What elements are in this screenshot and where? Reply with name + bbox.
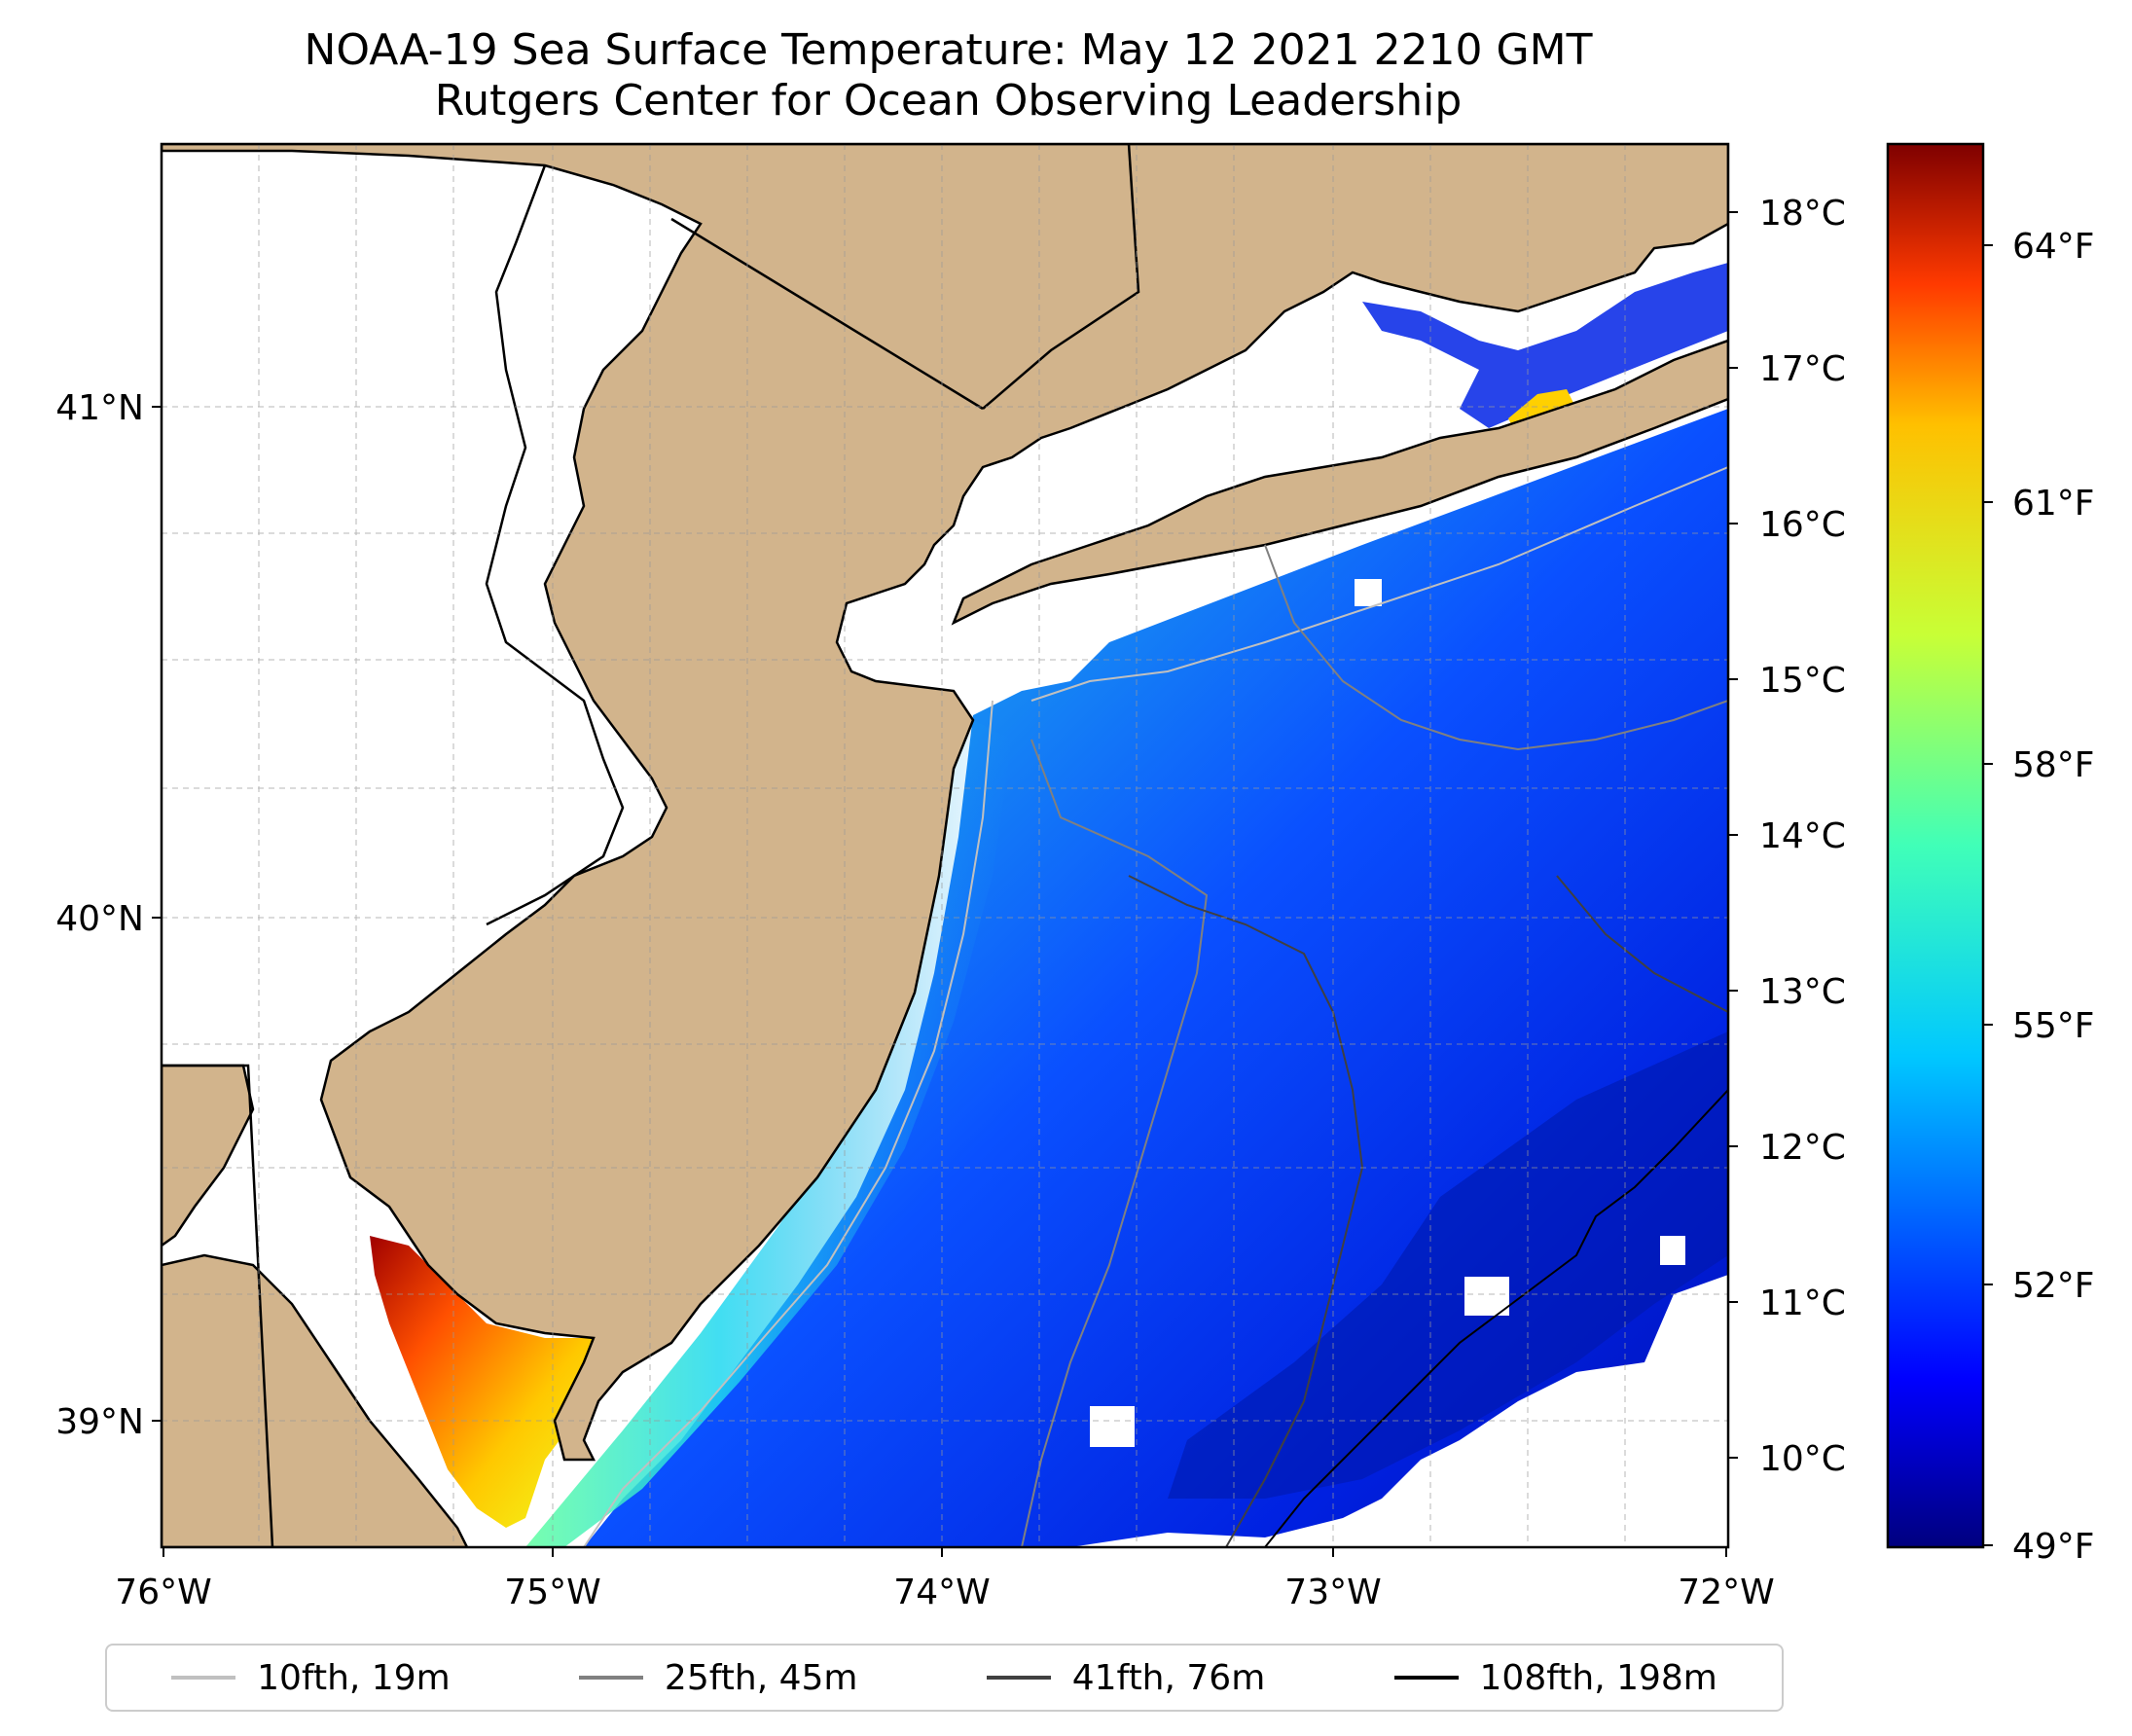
fahrenheit-tick-label: 61°F — [2012, 484, 2095, 524]
cloud-gap — [1355, 579, 1382, 606]
x-tick-label: 76°W — [115, 1573, 211, 1612]
map-title: NOAA-19 Sea Surface Temperature: May 12 … — [304, 25, 1593, 75]
isobath-legend: 10fth, 19m 25fth, 45m 41fth, 76m 108fth,… — [105, 1644, 1784, 1712]
x-tick-label: 72°W — [1678, 1573, 1774, 1612]
legend-label: 108fth, 198m — [1479, 1657, 1717, 1698]
celsius-tick-label: 13°C — [1759, 972, 1846, 1012]
long-island-sound-sst — [1362, 263, 1728, 428]
x-tick-label: 74°W — [893, 1573, 990, 1612]
legend-swatch — [171, 1676, 236, 1680]
fahrenheit-tick-label: 58°F — [2012, 745, 2095, 785]
celsius-tick-label: 16°C — [1759, 505, 1846, 545]
isobath-108fth — [1264, 1089, 1728, 1547]
x-tick-label: 75°W — [504, 1573, 600, 1612]
colorbar — [1886, 142, 1985, 1549]
legend-label: 10fth, 19m — [257, 1657, 451, 1698]
fahrenheit-tick-label: 55°F — [2012, 1006, 2095, 1046]
long-island — [951, 339, 1728, 626]
isobath-41fth — [1128, 875, 1728, 1547]
legend-swatch — [578, 1676, 643, 1680]
fahrenheit-tick-label: 49°F — [2012, 1527, 2095, 1567]
celsius-tick-label: 17°C — [1759, 349, 1846, 389]
y-tick-label: 40°N — [55, 899, 144, 939]
legend-item-41fth: 41fth, 76m — [986, 1657, 1266, 1698]
legend-swatch — [986, 1676, 1051, 1680]
celsius-tick-label: 15°C — [1759, 661, 1846, 701]
fahrenheit-tick-label: 64°F — [2012, 227, 2095, 267]
map-frame — [160, 142, 1730, 1549]
legend-item-25fth: 25fth, 45m — [578, 1657, 858, 1698]
cloud-gap — [1464, 1277, 1509, 1316]
celsius-tick-label: 11°C — [1759, 1284, 1846, 1323]
map-subtitle: Rutgers Center for Ocean Observing Leade… — [434, 76, 1463, 126]
gridlines — [162, 144, 1728, 1547]
isobath-10fth — [583, 466, 1728, 1547]
legend-label: 41fth, 76m — [1071, 1657, 1266, 1698]
celsius-axis — [1728, 211, 1738, 1459]
legend-swatch — [1393, 1676, 1459, 1680]
fahrenheit-axis — [1983, 244, 1993, 1546]
axis-ticks — [152, 406, 1727, 1557]
y-tick-label: 41°N — [55, 388, 144, 428]
celsius-tick-label: 12°C — [1759, 1128, 1846, 1168]
state-boundary — [162, 144, 1140, 1547]
legend-item-10fth: 10fth, 19m — [171, 1658, 451, 1698]
fahrenheit-tick-label: 52°F — [2012, 1266, 2095, 1306]
sst-nearshore-band — [525, 720, 1012, 1547]
celsius-tick-label: 14°C — [1759, 816, 1846, 856]
cloud-gap — [1090, 1406, 1135, 1447]
isobath-25fth — [1021, 544, 1728, 1547]
cloud-gap — [1660, 1236, 1685, 1265]
x-tick-label: 73°W — [1284, 1573, 1381, 1612]
celsius-tick-label: 10°C — [1759, 1439, 1846, 1479]
celsius-tick-label: 18°C — [1759, 194, 1846, 234]
y-tick-label: 39°N — [55, 1402, 144, 1442]
legend-item-108fth: 108fth, 198m — [1393, 1657, 1717, 1698]
legend-label: 25fth, 45m — [664, 1657, 858, 1698]
delaware-bay-sst — [370, 1236, 598, 1528]
